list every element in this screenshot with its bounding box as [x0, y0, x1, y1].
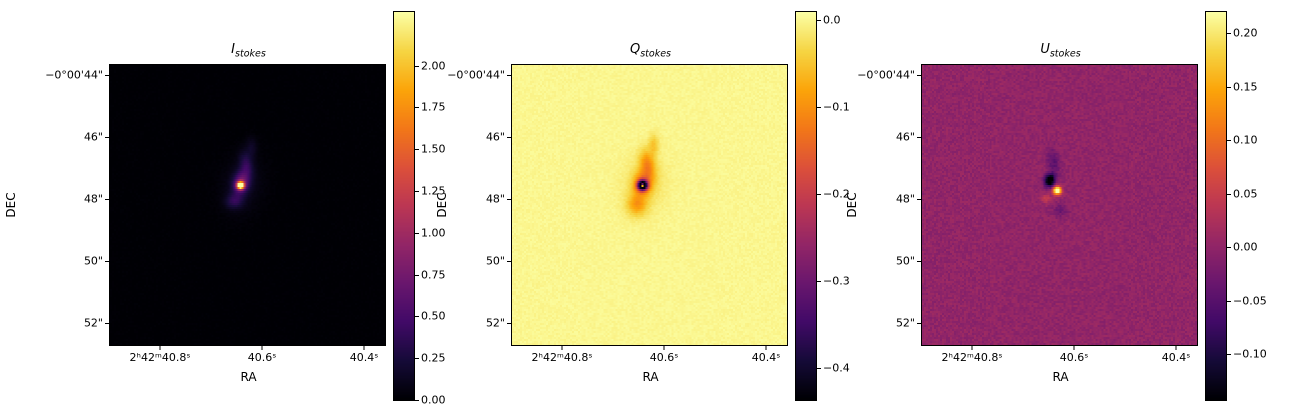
y-tick-label: 52"	[84, 317, 103, 330]
y-tick-label: 52"	[896, 317, 915, 330]
y-tick-label: −0°00'44"	[447, 69, 505, 82]
title-variable: U	[1040, 42, 1050, 57]
stokes-q-image	[511, 64, 788, 346]
y-tick-label: 50"	[486, 255, 505, 268]
title-subscript: stokes	[235, 49, 266, 60]
colorbar-tick-label: 0.15	[1233, 80, 1258, 93]
x-tick-label: 2ʰ42ᵐ40.8ˢ	[942, 351, 1003, 364]
colorbar-tick-label: 0.10	[1233, 134, 1258, 147]
colorbar-tick-mark	[1227, 301, 1231, 302]
x-tick-label: 40.6ˢ	[650, 351, 679, 364]
colorbar-tick-label: 0.05	[1233, 187, 1258, 200]
colorbar-tick-label: −0.10	[1233, 348, 1267, 361]
stokes-u-image	[921, 64, 1198, 346]
y-tick-label: 46"	[486, 131, 505, 144]
x-tick-mark	[364, 346, 365, 350]
y-tick-label: 46"	[896, 131, 915, 144]
y-tick-label: 46"	[84, 131, 103, 144]
ra-axis-label: RA	[922, 370, 1199, 384]
colorbar-tick-mark	[1227, 140, 1231, 141]
x-tick-mark	[262, 346, 263, 350]
x-tick-label: 2ʰ42ᵐ40.8ˢ	[130, 351, 191, 364]
x-tick-label: 40.6ˢ	[1060, 351, 1089, 364]
x-tick-mark	[664, 346, 665, 350]
colorbar-u	[1205, 11, 1227, 401]
colorbar-tick-label: 0.20	[1233, 27, 1258, 40]
colorbar-tick-mark	[1227, 354, 1231, 355]
colorbar-tick-mark	[1227, 194, 1231, 195]
x-tick-label: 40.4ˢ	[350, 351, 379, 364]
x-tick-mark	[766, 346, 767, 350]
y-tick-label: 52"	[486, 317, 505, 330]
colorbar-tick-mark	[1227, 33, 1231, 34]
x-tick-mark	[1074, 346, 1075, 350]
x-tick-label: 40.6ˢ	[248, 351, 277, 364]
colorbar-tick-mark	[1227, 247, 1231, 248]
ra-axis-label: RA	[110, 370, 387, 384]
y-tick-label: 50"	[896, 255, 915, 268]
y-tick-label: −0°00'44"	[45, 69, 103, 82]
title-variable: Q	[630, 42, 640, 57]
title-subscript: stokes	[640, 49, 671, 60]
dec-axis-label: DEC	[435, 192, 449, 217]
x-tick-label: 2ʰ42ᵐ40.8ˢ	[532, 351, 593, 364]
panel-title: Istokes	[110, 42, 387, 60]
y-tick-label: 48"	[84, 193, 103, 206]
x-tick-label: 40.4ˢ	[752, 351, 781, 364]
stokes-i-image	[109, 64, 386, 346]
panel-title: Qstokes	[512, 42, 789, 60]
x-tick-label: 40.4ˢ	[1162, 351, 1191, 364]
y-tick-label: −0°00'44"	[857, 69, 915, 82]
stokes-figure: Istokes DEC −0°00'44" 46" 48" 50" 52" 2ʰ42ᵐ4…	[0, 0, 1299, 413]
x-tick-mark	[562, 346, 563, 350]
colorbar-tick-label: 0.00	[1233, 241, 1258, 254]
ra-axis-label: RA	[512, 370, 789, 384]
title-subscript: stokes	[1050, 49, 1081, 60]
panel-title: Ustokes	[922, 42, 1199, 60]
x-tick-mark	[1176, 346, 1177, 350]
y-tick-label: 48"	[486, 193, 505, 206]
dec-axis-label: DEC	[845, 192, 859, 217]
colorbar-tick-label: −0.05	[1233, 294, 1267, 307]
x-tick-mark	[972, 346, 973, 350]
y-tick-label: 48"	[896, 193, 915, 206]
dec-axis-label: DEC	[4, 192, 18, 217]
panel-u-stokes: Ustokes DEC −0°00'44" 46" 48" 50" 52" 2ʰ42ᵐ4…	[812, 0, 1299, 413]
y-tick-label: 50"	[84, 255, 103, 268]
colorbar-tick-mark	[1227, 87, 1231, 88]
x-tick-mark	[160, 346, 161, 350]
